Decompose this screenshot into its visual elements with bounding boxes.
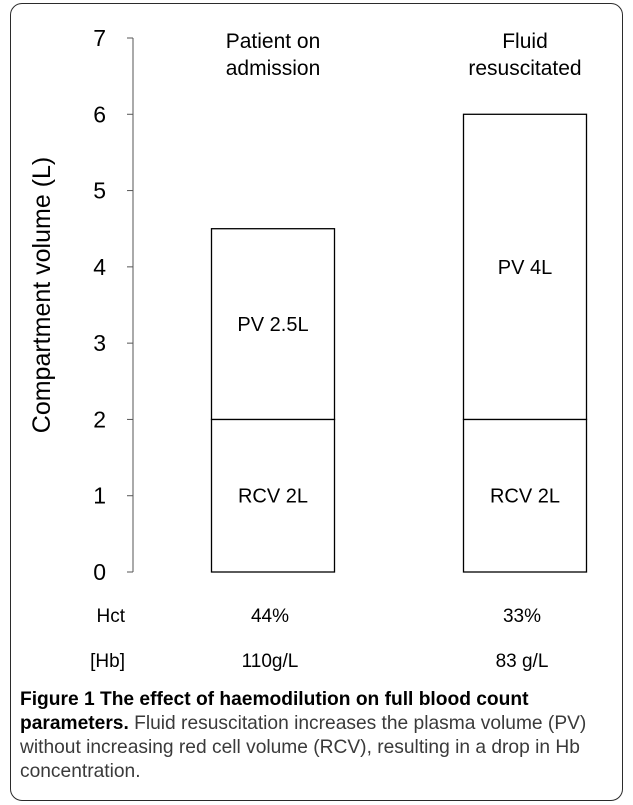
table-row-label: Hct xyxy=(97,606,126,627)
y-tick-label: 1 xyxy=(93,483,106,509)
bar-segment-pv xyxy=(210,228,336,421)
caption-label: Figure 1 xyxy=(20,689,95,710)
y-tick-label: 6 xyxy=(93,101,106,127)
bar-segment-rcv xyxy=(210,418,336,573)
y-axis-title: Compartment volume (L) xyxy=(28,157,56,433)
figure-caption: Figure 1 The effect of haemodilution on … xyxy=(20,688,620,784)
stacked-bar-chart: 0 1 2 3 4 5 6 7 Compartment volume (L) Patient on… xyxy=(28,25,588,672)
table-cell: 33% xyxy=(503,606,541,627)
table-cell: 83 g/L xyxy=(496,651,549,672)
table-cell: 110g/L xyxy=(242,651,299,672)
bar-segment-pv xyxy=(462,113,588,421)
category-label: Fluid resuscitated xyxy=(468,30,581,80)
caption-title: The effect of haemodilution on full bloo… xyxy=(20,689,529,734)
bar-segment-label: PV 4L xyxy=(498,257,552,279)
table-row-label: [Hb] xyxy=(90,651,125,672)
category-label: Patient on admission xyxy=(226,30,321,80)
y-tick-label: 7 xyxy=(93,25,106,51)
y-tick-label: 0 xyxy=(93,559,106,585)
y-tick-label: 4 xyxy=(93,254,106,280)
bar-segment-label: RCV 2L xyxy=(238,486,308,508)
caption-text: Fluid resuscitation increases the plasma… xyxy=(20,713,587,782)
bar-segment-label: PV 2.5L xyxy=(237,314,308,336)
y-tick-label: 2 xyxy=(93,406,106,432)
bar-segment-rcv xyxy=(462,418,588,573)
y-tick-label: 5 xyxy=(93,178,106,204)
y-tick-label: 3 xyxy=(93,330,106,356)
table-cell: 44% xyxy=(251,606,289,627)
bar-segment-label: RCV 2L xyxy=(490,486,560,508)
